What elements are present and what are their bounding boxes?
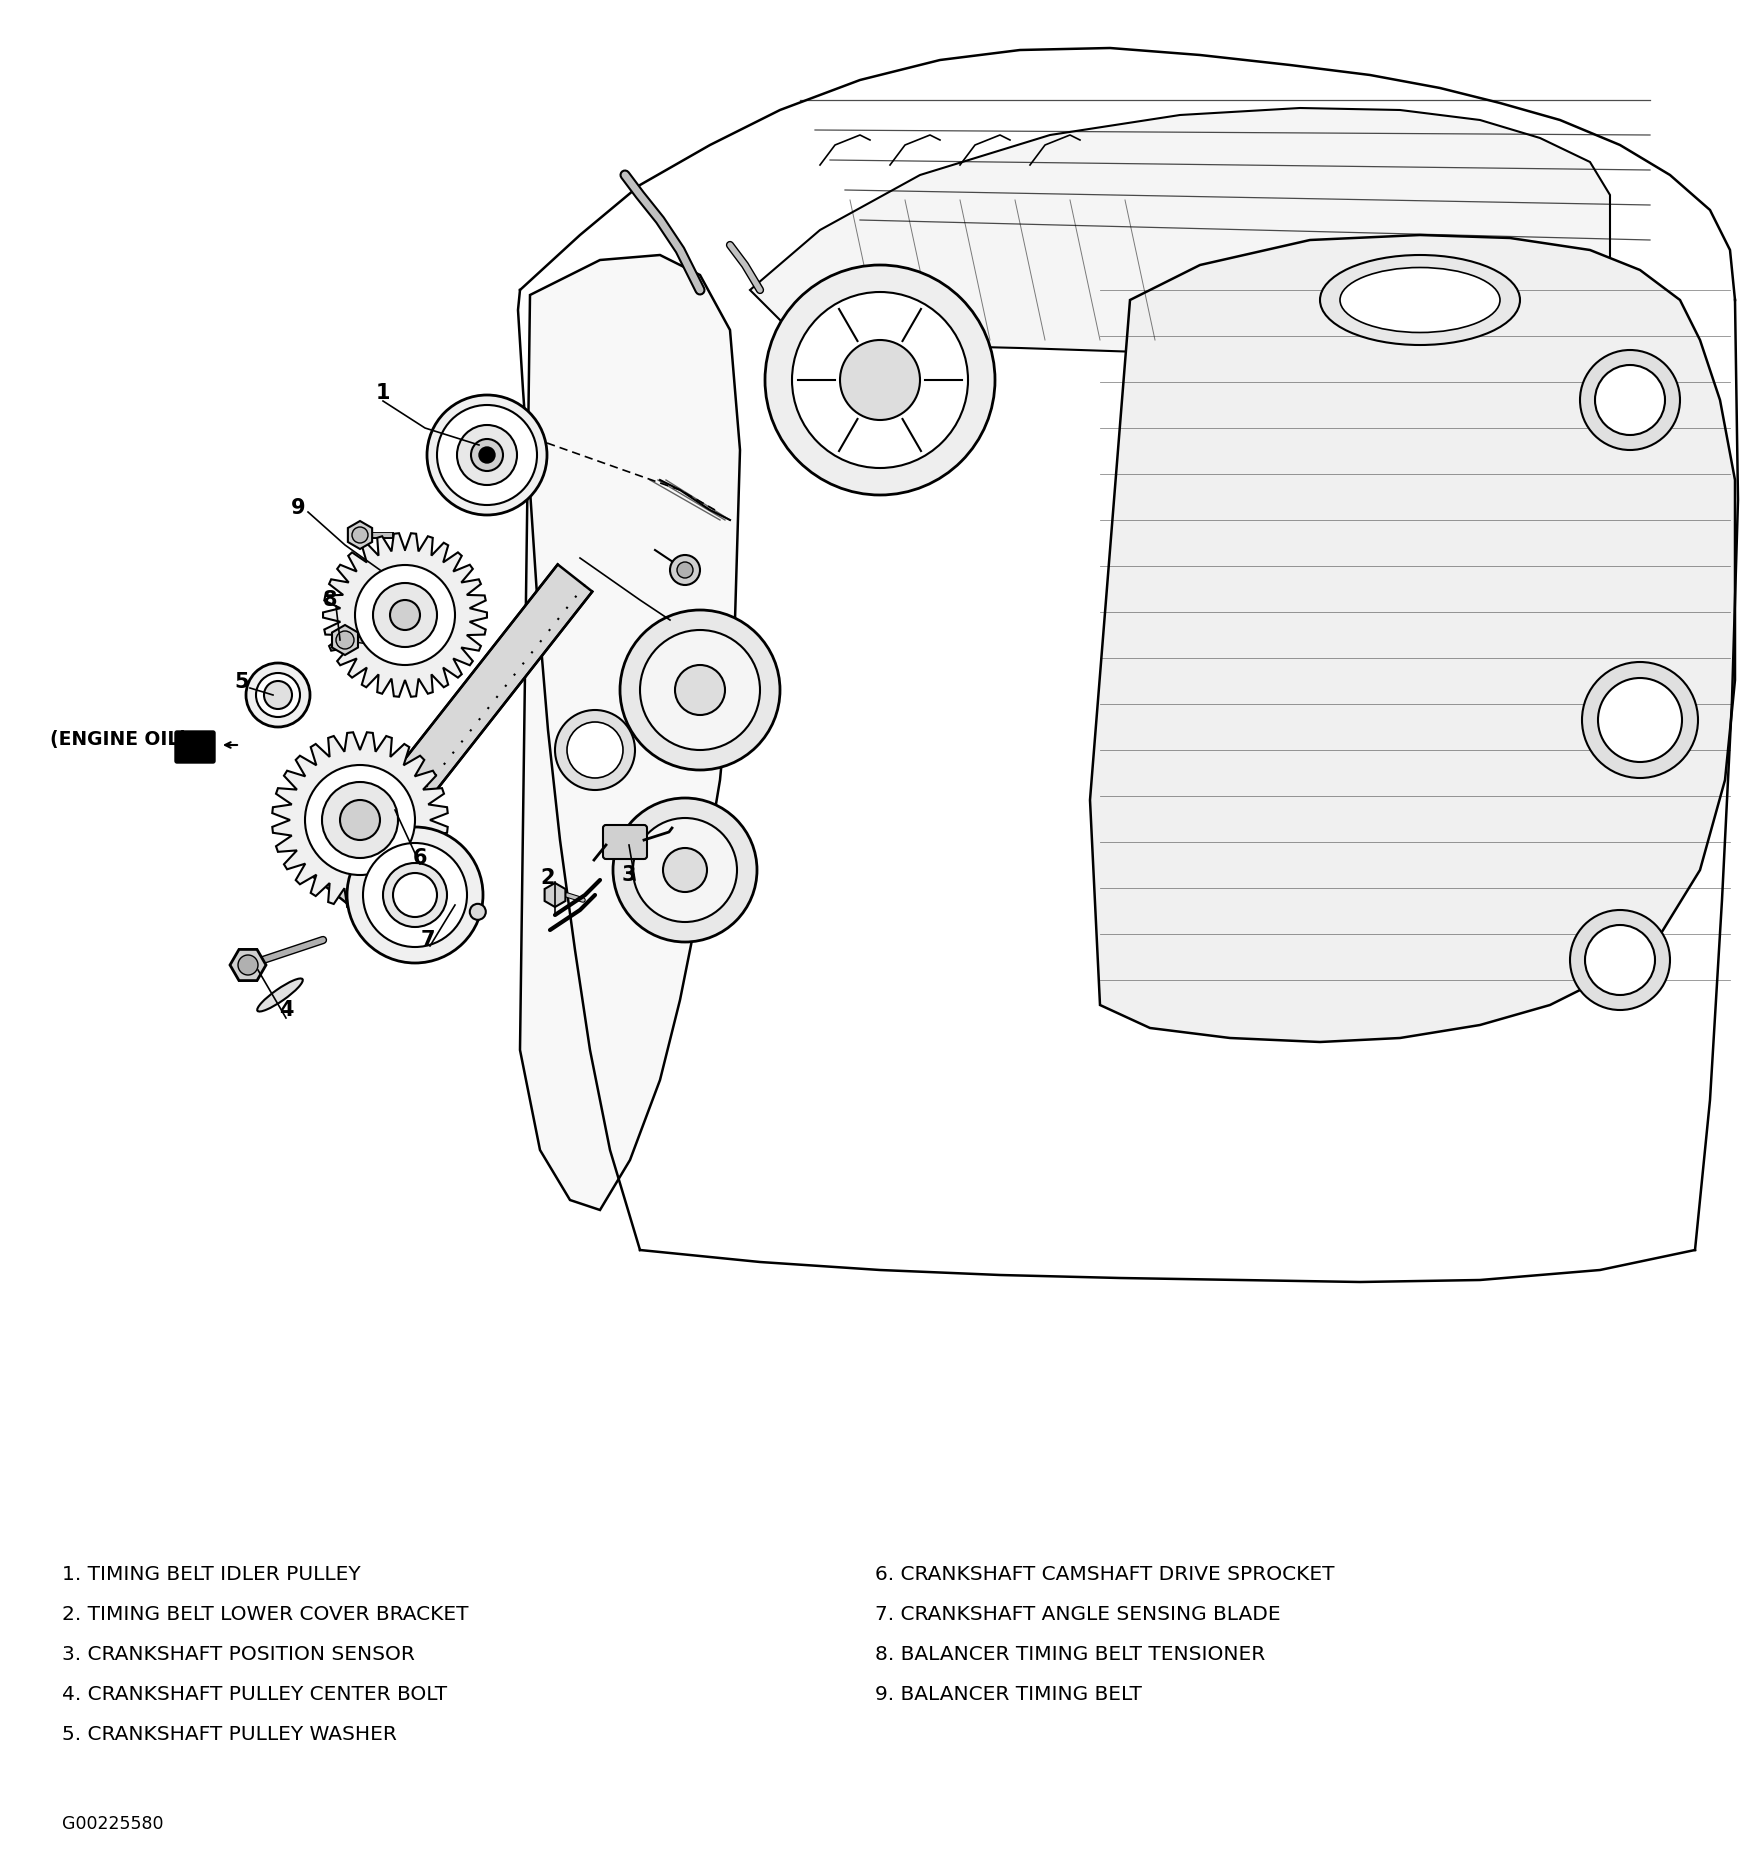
- Circle shape: [373, 583, 436, 648]
- Polygon shape: [346, 524, 352, 535]
- Ellipse shape: [257, 979, 304, 1012]
- Circle shape: [257, 673, 300, 718]
- Circle shape: [263, 681, 291, 709]
- Circle shape: [323, 783, 398, 858]
- Text: 5. CRANKSHAFT PULLEY WASHER: 5. CRANKSHAFT PULLEY WASHER: [63, 1724, 396, 1745]
- Text: 3. CRANKSHAFT POSITION SENSOR: 3. CRANKSHAFT POSITION SENSOR: [63, 1645, 415, 1663]
- Circle shape: [1583, 662, 1698, 779]
- Circle shape: [1579, 350, 1680, 450]
- Circle shape: [567, 722, 623, 779]
- Circle shape: [670, 555, 700, 585]
- Text: 1. TIMING BELT IDLER PULLEY: 1. TIMING BELT IDLER PULLEY: [63, 1565, 361, 1584]
- Polygon shape: [366, 535, 373, 548]
- Circle shape: [436, 405, 537, 505]
- Circle shape: [792, 292, 968, 468]
- Circle shape: [354, 564, 455, 664]
- Text: 8. BALANCER TIMING BELT TENSIONER: 8. BALANCER TIMING BELT TENSIONER: [874, 1645, 1265, 1663]
- Circle shape: [612, 797, 757, 942]
- Text: 2. TIMING BELT LOWER COVER BRACKET: 2. TIMING BELT LOWER COVER BRACKET: [63, 1606, 468, 1624]
- Polygon shape: [323, 533, 487, 697]
- Polygon shape: [272, 733, 448, 908]
- Polygon shape: [366, 524, 373, 535]
- Circle shape: [305, 766, 415, 875]
- Circle shape: [337, 631, 354, 649]
- Text: 2: 2: [541, 868, 555, 888]
- FancyBboxPatch shape: [174, 731, 215, 762]
- Circle shape: [1595, 364, 1665, 435]
- Text: G00225580: G00225580: [63, 1815, 164, 1833]
- Circle shape: [457, 426, 517, 485]
- Ellipse shape: [1319, 255, 1520, 344]
- Circle shape: [428, 396, 546, 514]
- Circle shape: [640, 631, 761, 749]
- Polygon shape: [346, 535, 352, 548]
- Circle shape: [471, 438, 503, 472]
- Polygon shape: [312, 564, 592, 903]
- Circle shape: [340, 799, 380, 840]
- Circle shape: [633, 818, 736, 921]
- Text: 9: 9: [291, 498, 305, 518]
- Circle shape: [382, 862, 447, 927]
- Polygon shape: [520, 255, 740, 1210]
- Circle shape: [1584, 925, 1654, 995]
- Circle shape: [764, 265, 995, 496]
- Circle shape: [246, 662, 311, 727]
- Text: 3: 3: [621, 866, 637, 884]
- Circle shape: [363, 844, 468, 947]
- Polygon shape: [1091, 235, 1735, 1042]
- Text: 6: 6: [414, 847, 428, 868]
- Polygon shape: [544, 882, 565, 906]
- Polygon shape: [332, 625, 358, 655]
- Circle shape: [663, 847, 707, 892]
- Text: 7: 7: [421, 931, 435, 951]
- Circle shape: [237, 955, 258, 975]
- Circle shape: [347, 827, 483, 964]
- Circle shape: [839, 340, 920, 420]
- Text: 4. CRANKSHAFT PULLEY CENTER BOLT: 4. CRANKSHAFT PULLEY CENTER BOLT: [63, 1685, 447, 1704]
- Circle shape: [555, 710, 635, 790]
- Circle shape: [675, 664, 724, 714]
- Circle shape: [478, 448, 496, 462]
- Circle shape: [469, 905, 485, 919]
- Polygon shape: [347, 522, 372, 549]
- Circle shape: [352, 527, 368, 544]
- Text: 9. BALANCER TIMING BELT: 9. BALANCER TIMING BELT: [874, 1685, 1141, 1704]
- Text: 5: 5: [234, 672, 250, 692]
- Ellipse shape: [1340, 268, 1501, 333]
- Circle shape: [1598, 677, 1682, 762]
- Circle shape: [389, 599, 421, 631]
- Text: 1: 1: [375, 383, 391, 403]
- Polygon shape: [750, 107, 1611, 361]
- Text: 7. CRANKSHAFT ANGLE SENSING BLADE: 7. CRANKSHAFT ANGLE SENSING BLADE: [874, 1606, 1281, 1624]
- Text: (ENGINE OIL): (ENGINE OIL): [51, 731, 188, 749]
- Circle shape: [619, 610, 780, 770]
- Circle shape: [393, 873, 436, 918]
- FancyBboxPatch shape: [604, 825, 647, 858]
- Text: 8: 8: [323, 590, 337, 610]
- Text: 4: 4: [279, 1001, 293, 1019]
- Circle shape: [677, 562, 693, 577]
- Circle shape: [1570, 910, 1670, 1010]
- Polygon shape: [230, 949, 265, 981]
- Text: 6. CRANKSHAFT CAMSHAFT DRIVE SPROCKET: 6. CRANKSHAFT CAMSHAFT DRIVE SPROCKET: [874, 1565, 1335, 1584]
